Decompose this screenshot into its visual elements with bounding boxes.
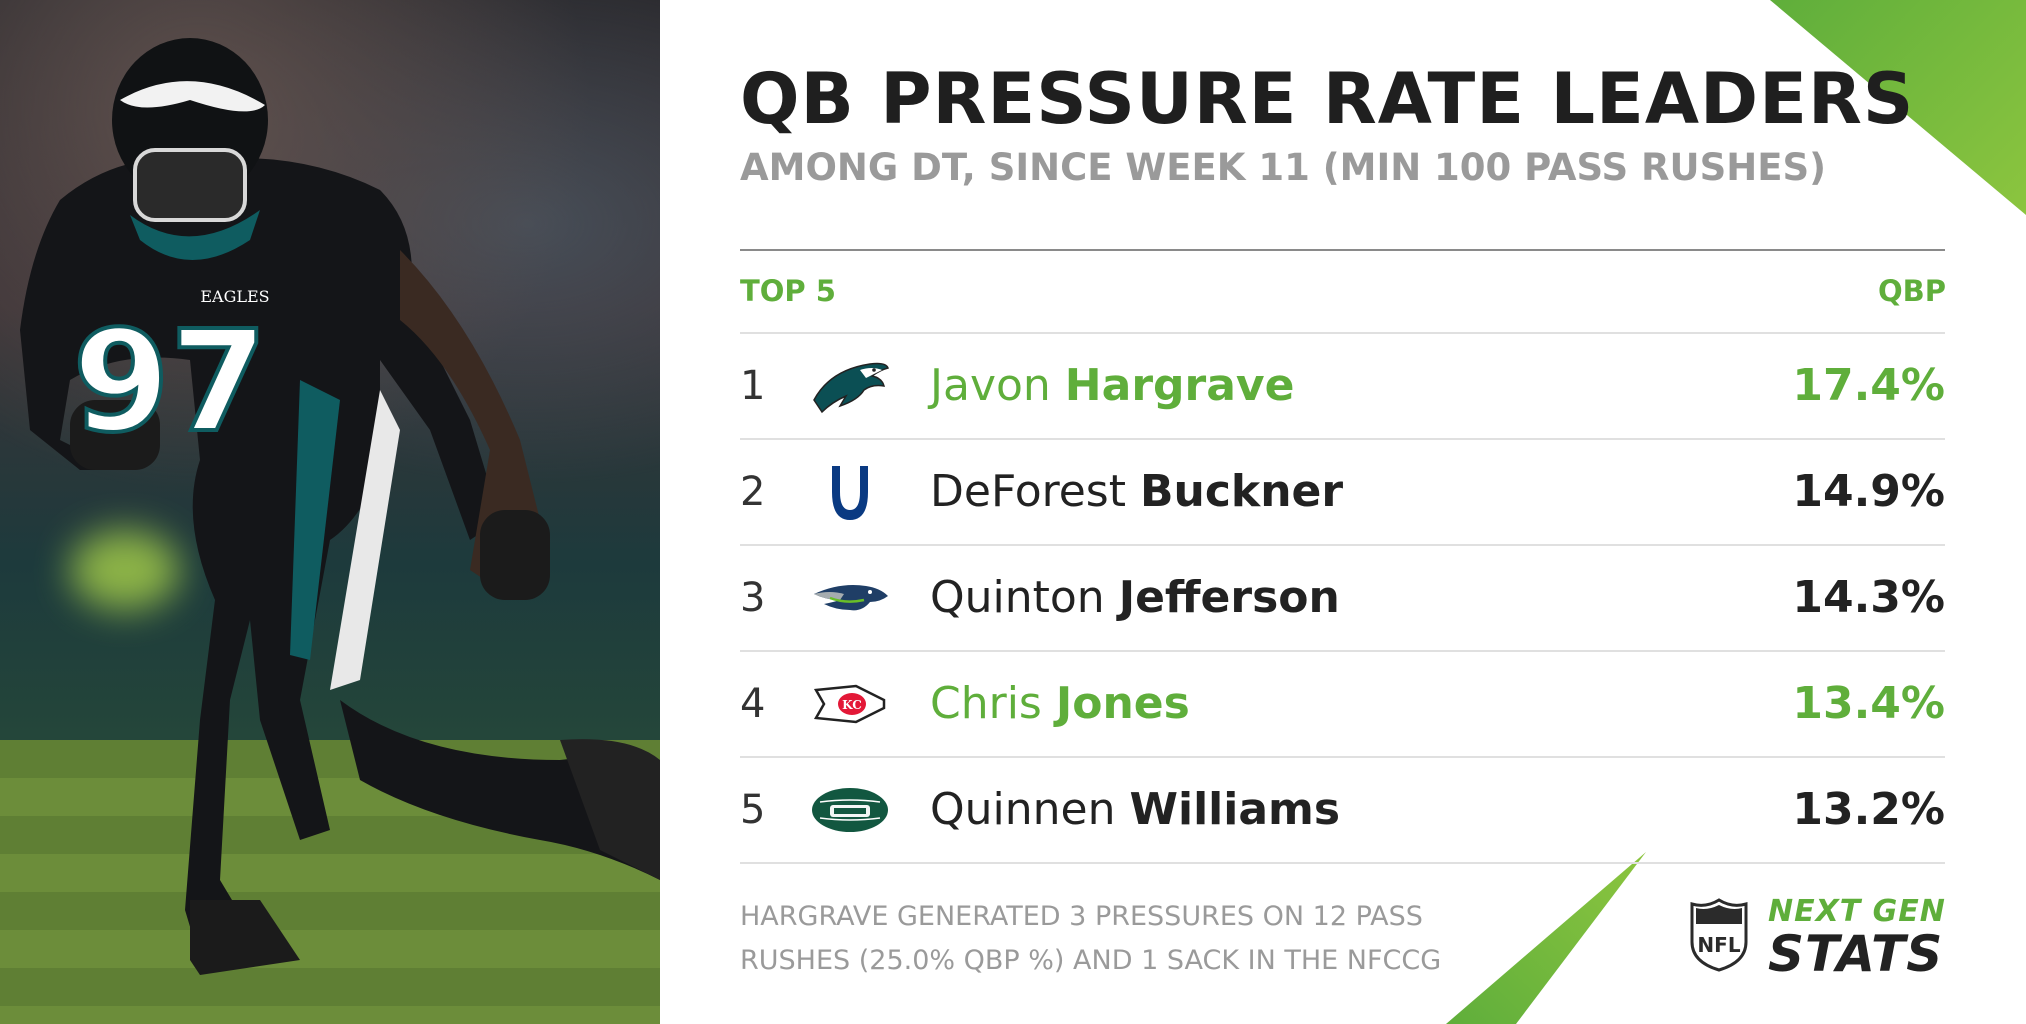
chiefs-logo-icon: KC [813,684,886,724]
page-subtitle: AMONG DT, SINCE WEEK 11 (MIN 100 PASS RU… [740,146,1827,189]
player-name: Javon Hargrave [930,334,1294,438]
leaders-table: 1 Javon Hargrave 17.4% 2 DeForest Buckne… [740,332,1945,864]
player-photo: 97 EAGLES [0,0,660,1024]
stadium-light [70,530,180,610]
table-row: 2 DeForest Buckner 14.9% [740,438,1945,544]
player-figure-icon: 97 EAGLES [20,38,660,975]
ngs-line-1: NEXT GEN [1768,894,1946,929]
jersey-team: EAGLES [200,287,269,306]
jets-logo-icon [812,788,888,832]
next-gen-stats-brand: NFL NEXT GEN STATS [1688,896,1948,980]
nfl-shield-text: NFL [1697,933,1740,957]
page-title: QB PRESSURE RATE LEADERS [740,58,1915,140]
table-row: 5 Quinnen Williams 13.2% [740,756,1945,864]
first-name: DeForest [930,466,1126,517]
footnote-line-2: RUSHES (25.0% QBP %) AND 1 SACK IN THE N… [740,945,1442,976]
seahawks-logo-icon [814,585,888,611]
player-name: Chris Jones [930,652,1190,756]
eagles-logo-icon [813,362,889,414]
qbp-value: 13.2% [1792,784,1945,835]
last-name: Jones [1055,678,1190,729]
footnote-line-1: HARGRAVE GENERATED 3 PRESSURES ON 12 PAS… [740,901,1423,932]
footnote: HARGRAVE GENERATED 3 PRESSURES ON 12 PAS… [740,895,1460,983]
ngs-wordmark: NEXT GEN STATS [1768,894,1946,983]
qbp-value: 13.4% [1792,678,1945,729]
last-name: Jefferson [1118,572,1340,623]
table-row: 1 Javon Hargrave 17.4% [740,332,1945,438]
column-header-rank: TOP 5 [740,274,836,308]
qbp-value: 14.3% [1792,572,1945,623]
header-divider [740,249,1945,251]
table-row: 4 KC Chris Jones 13.4% [740,650,1945,756]
rank: 2 [740,469,766,515]
first-name: Quinton [930,572,1105,623]
last-name: Buckner [1139,466,1344,517]
nfl-shield-icon: NFL [1690,898,1748,972]
first-name: Quinnen [930,784,1116,835]
rank: 3 [740,575,766,621]
rank: 5 [740,787,766,833]
ngs-line-2: STATS [1768,925,1944,983]
last-name: Hargrave [1064,360,1295,411]
colts-logo-icon [832,466,868,520]
player-name: Quinnen Williams [930,758,1340,862]
table-row: 3 Quinton Jefferson 14.3% [740,544,1945,650]
first-name: Javon [930,360,1051,411]
last-name: Williams [1129,784,1341,835]
svg-text:KC: KC [842,698,862,712]
rank: 4 [740,681,766,727]
first-name: Chris [930,678,1042,729]
player-name: Quinton Jefferson [930,546,1340,650]
qbp-value: 17.4% [1792,360,1945,411]
qbp-value: 14.9% [1792,466,1945,517]
jersey-number: 97 [73,301,268,464]
player-name: DeForest Buckner [930,440,1343,544]
rank: 1 [740,363,766,409]
bottom-green-triangle [1446,852,1646,1024]
column-header-qbp: QBP [1877,274,1946,308]
